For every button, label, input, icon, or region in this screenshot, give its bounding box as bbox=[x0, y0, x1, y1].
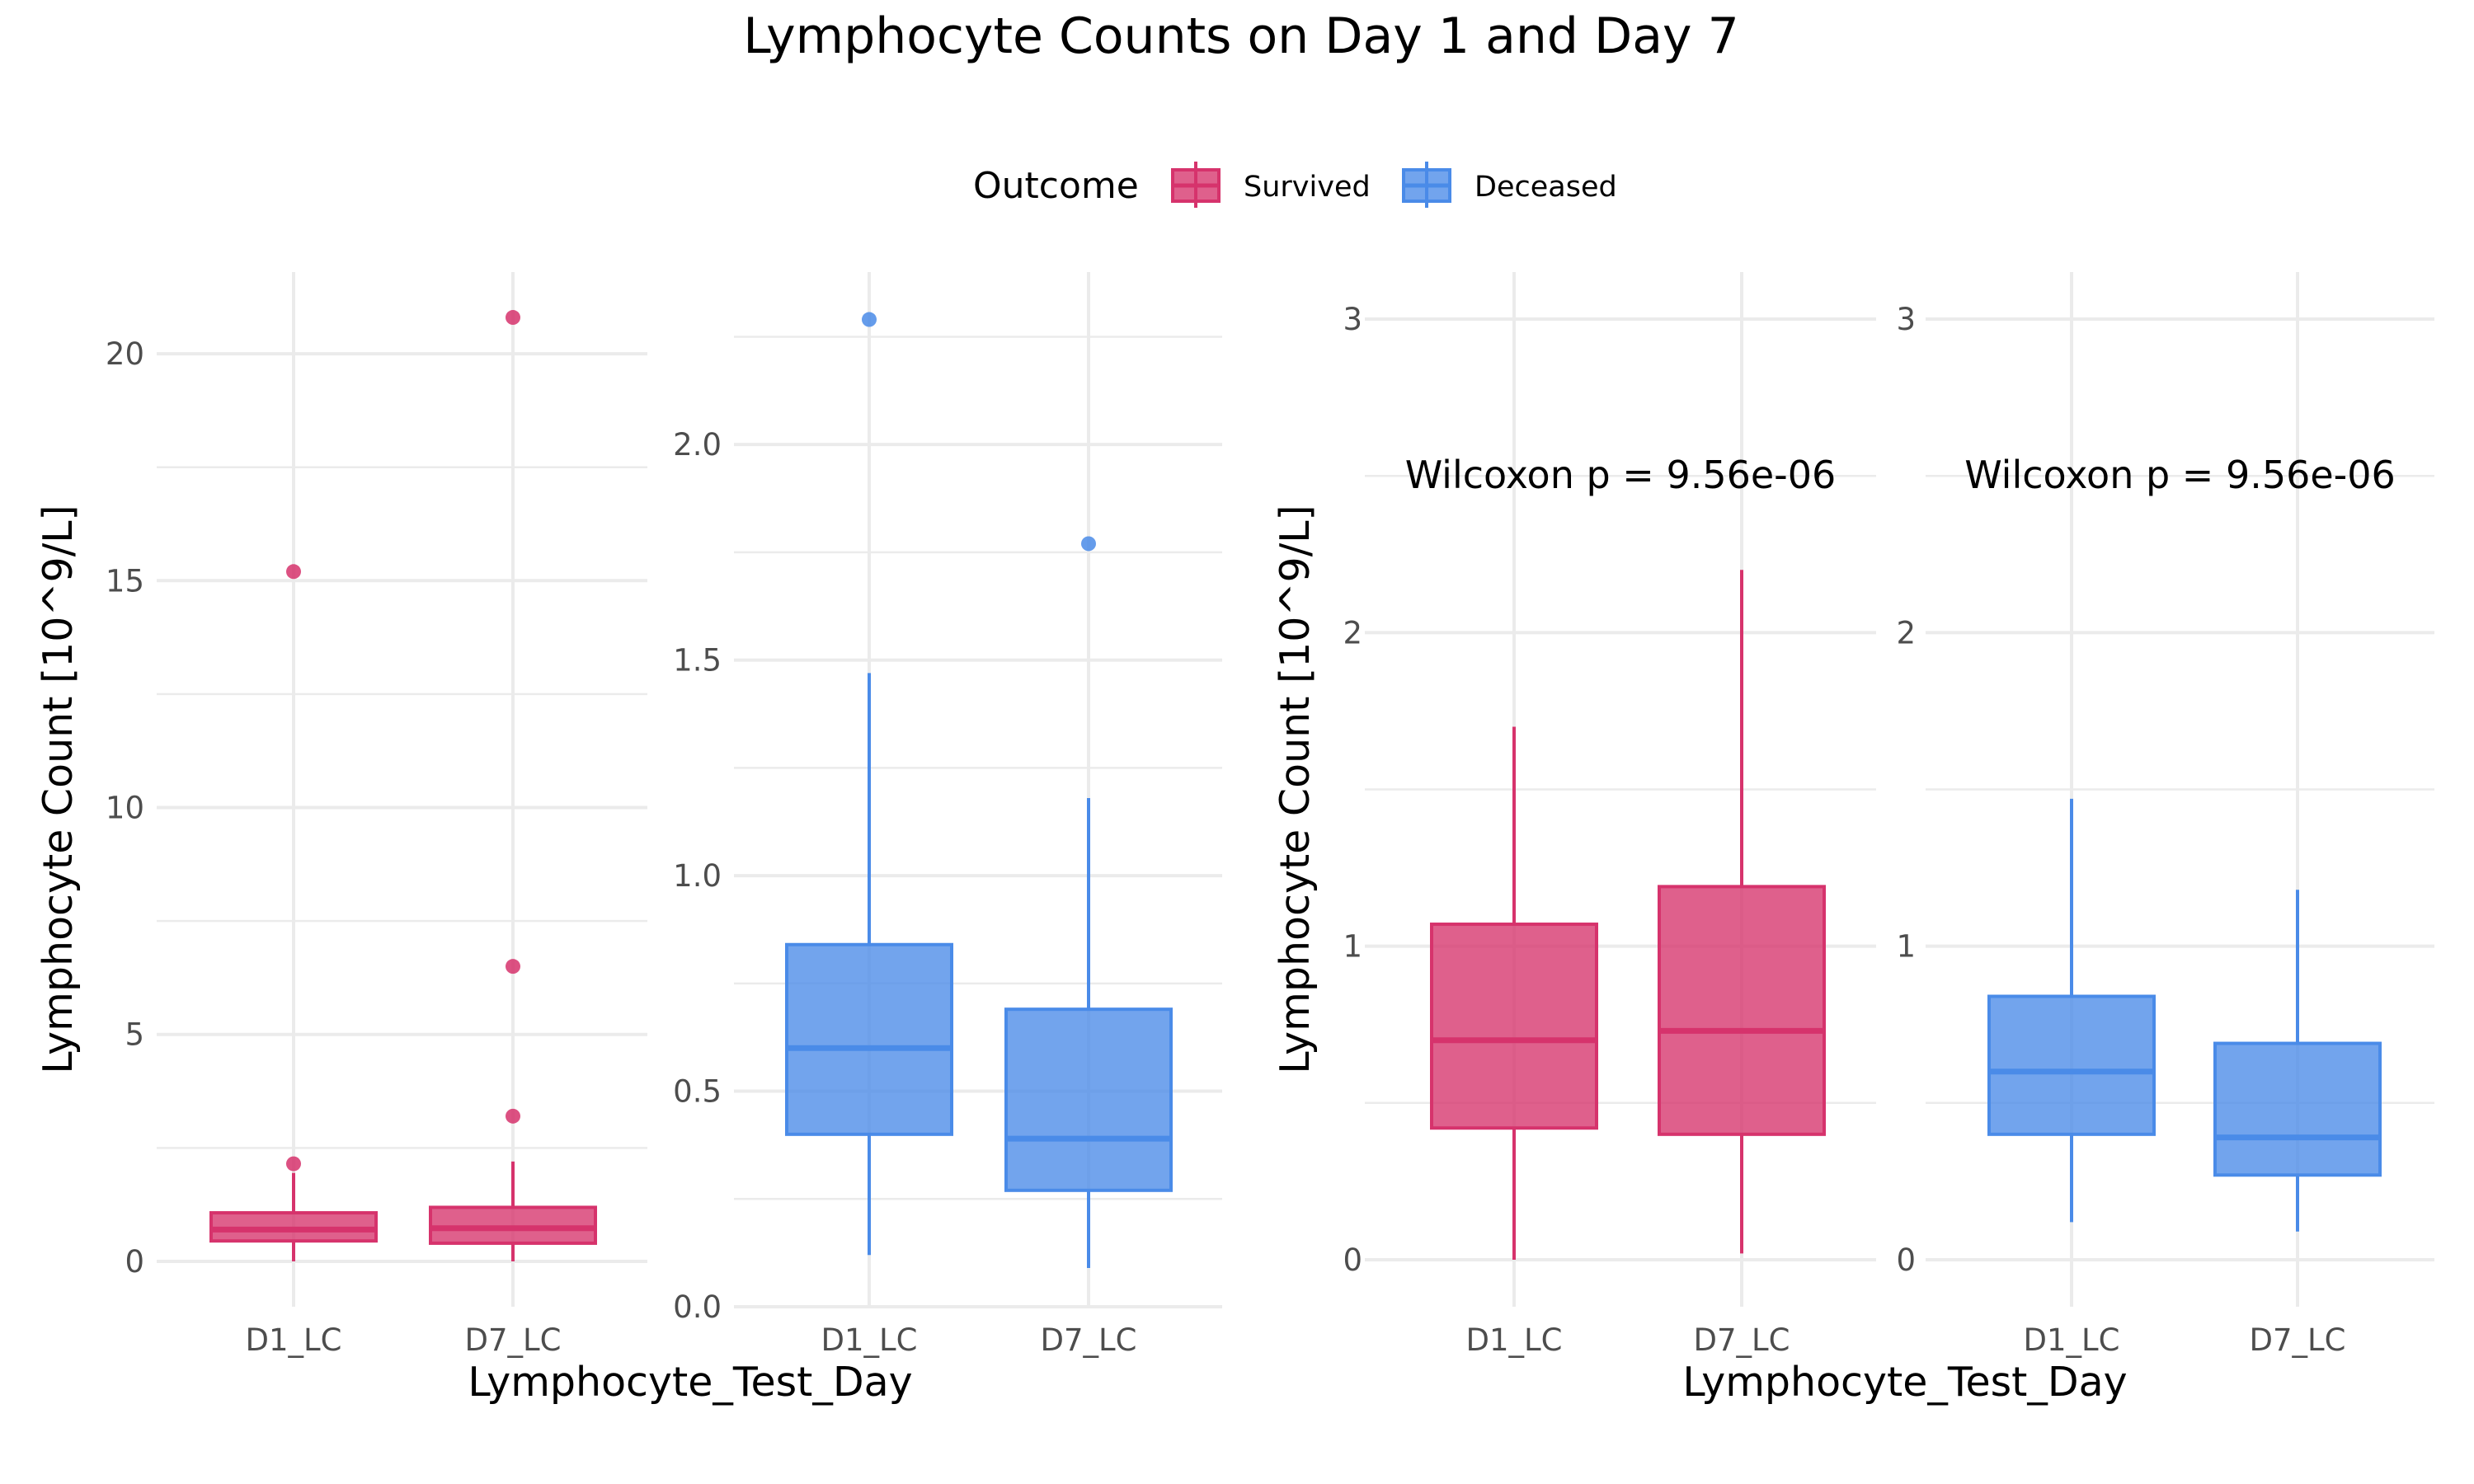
legend-label-survived: Survived bbox=[1244, 171, 1371, 204]
y-tick-label: 0 bbox=[1343, 1242, 1362, 1278]
legend-item-survived bbox=[1171, 162, 1221, 208]
box-body bbox=[1987, 994, 2156, 1136]
box-body bbox=[1004, 1007, 1173, 1192]
x-axis-label-left: Lymphocyte_Test_Day bbox=[468, 1359, 912, 1406]
x-tick-label: D1_LC bbox=[1466, 1322, 1563, 1358]
box-d1-lc bbox=[1987, 798, 2156, 1223]
box-d7-lc bbox=[1004, 536, 1173, 1268]
x-tick-label: D7_LC bbox=[465, 1322, 562, 1358]
x-axis-label-right: Lymphocyte_Test_Day bbox=[1682, 1359, 2127, 1406]
box-body bbox=[1658, 885, 1826, 1136]
x-tick-label: D1_LC bbox=[246, 1322, 342, 1358]
outlier-point bbox=[506, 310, 520, 326]
y-tick-label: 1.0 bbox=[673, 858, 722, 894]
y-tick-label: 0 bbox=[1896, 1242, 1916, 1278]
y-tick-label: 1.5 bbox=[673, 643, 722, 679]
outlier-point bbox=[1081, 536, 1096, 552]
y-tick-label: 0.0 bbox=[673, 1289, 722, 1325]
y-axis-label: Lymphocyte Count [10^9/L] bbox=[1272, 505, 1319, 1073]
legend-title: Outcome bbox=[973, 165, 1139, 207]
y-tick-label: 3 bbox=[1343, 302, 1362, 337]
x-tick-label: D7_LC bbox=[2250, 1322, 2346, 1358]
box-d1-lc bbox=[1430, 726, 1598, 1260]
y-tick-label: 2 bbox=[1343, 615, 1362, 650]
y-tick-label: 1 bbox=[1896, 929, 1916, 965]
panel-1: 0 5 10 15 20 D1_LC D7_LC Lymphocyte Count [10^9… bbox=[35, 272, 647, 1358]
x-tick-label: D1_LC bbox=[821, 1322, 918, 1358]
x-tick-label: D7_LC bbox=[1694, 1322, 1790, 1358]
y-tick-label: 10 bbox=[106, 791, 144, 826]
outlier-point bbox=[506, 1108, 520, 1124]
box-d7-lc bbox=[1658, 570, 1826, 1254]
box-d7-lc bbox=[2213, 890, 2382, 1232]
y-tick-label: 5 bbox=[125, 1017, 144, 1053]
outlier-point bbox=[286, 1156, 301, 1172]
box-body bbox=[429, 1205, 597, 1245]
y-tick-label: 0 bbox=[125, 1244, 144, 1280]
box-d1-lc bbox=[785, 312, 953, 1256]
legend: Outcome Survived Deceased bbox=[973, 162, 1617, 208]
chart-title: Lymphocyte Counts on Day 1 and Day 7 bbox=[743, 7, 1739, 65]
outlier-point bbox=[506, 959, 520, 974]
panel-4: 0 1 2 3 D1_LC D7_LC Wilcoxon p = 9.56e-06 bbox=[1896, 272, 2434, 1358]
y-tick-label: 2 bbox=[1896, 615, 1916, 650]
outlier-point bbox=[286, 564, 301, 580]
y-axis-label: Lymphocyte Count [10^9/L] bbox=[35, 505, 82, 1073]
y-tick-label: 2.0 bbox=[673, 427, 722, 463]
annotation-wilcoxon: Wilcoxon p = 9.56e-06 bbox=[1405, 453, 1837, 497]
box-d7-lc bbox=[429, 310, 597, 1261]
x-tick-label: D1_LC bbox=[2024, 1322, 2120, 1358]
x-tick-label: D7_LC bbox=[1041, 1322, 1137, 1358]
box-body bbox=[785, 942, 953, 1136]
box-body bbox=[2213, 1041, 2382, 1177]
y-tick-label: 0.5 bbox=[673, 1074, 722, 1110]
panel-3: 0 1 2 3 D1_LC D7_LC Wilcoxon p = 9.56e-06 Lymph… bbox=[1272, 272, 1876, 1358]
y-tick-label: 20 bbox=[106, 336, 144, 372]
panel-2: 0.0 0.5 1.0 1.5 2.0 D1_LC D7_LC bbox=[673, 272, 1222, 1358]
legend-label-deceased: Deceased bbox=[1475, 171, 1617, 204]
y-tick-label: 1 bbox=[1343, 929, 1362, 965]
annotation-wilcoxon: Wilcoxon p = 9.56e-06 bbox=[1964, 453, 2396, 497]
y-tick-label: 15 bbox=[106, 563, 144, 599]
outlier-point bbox=[862, 312, 877, 327]
box-body bbox=[1430, 923, 1598, 1130]
y-tick-label: 3 bbox=[1896, 302, 1916, 337]
box-d1-lc bbox=[209, 564, 378, 1261]
legend-item-deceased bbox=[1402, 162, 1451, 208]
